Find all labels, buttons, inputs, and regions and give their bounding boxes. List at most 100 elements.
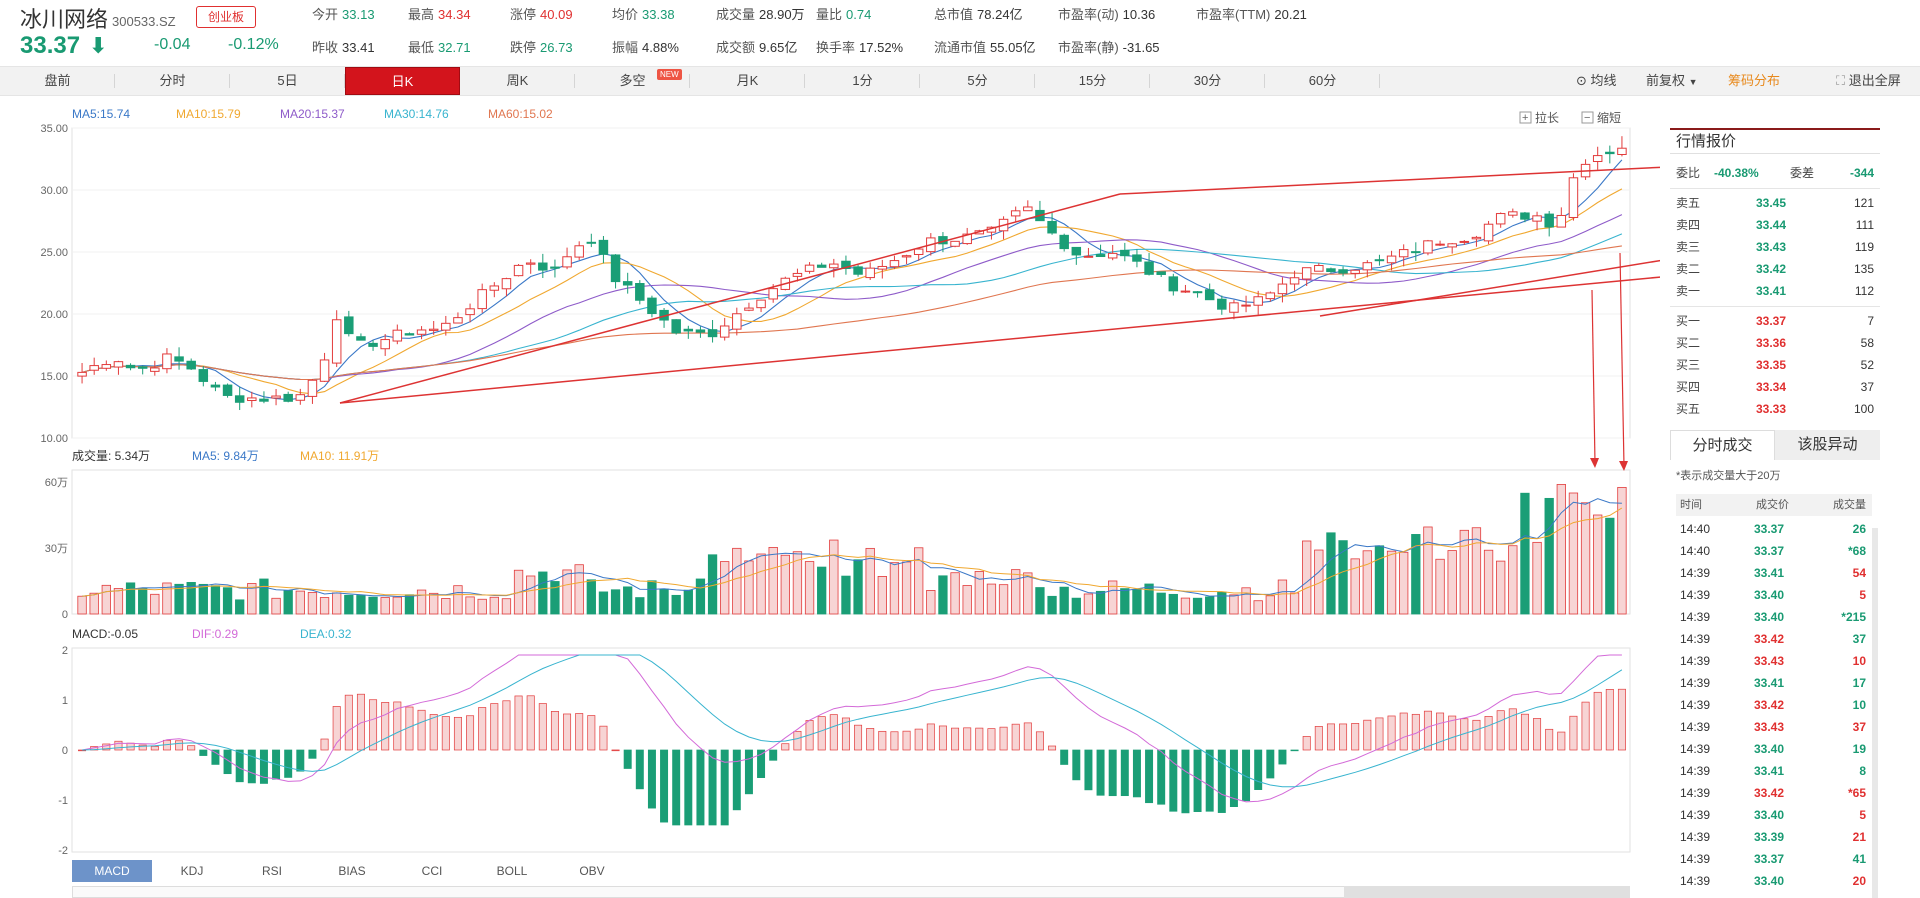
candles (77, 136, 1627, 411)
trades-scrollbar[interactable] (1872, 528, 1878, 898)
bid-row: 买二 33.36 58 (1676, 332, 1874, 354)
down-arrow-icon: ⬇ (89, 33, 108, 58)
trend-line-upper-extension (1119, 166, 1660, 195)
stat-label: 跌停 (510, 40, 537, 55)
candle (1204, 289, 1215, 301)
stat-label: 换手率 (816, 40, 856, 55)
macd-bar (1120, 749, 1129, 797)
tab-period[interactable]: 15分 (1035, 67, 1150, 95)
tab-period[interactable]: 周K (460, 67, 575, 95)
svg-text:−: − (1584, 112, 1590, 124)
candle (259, 398, 269, 402)
zoom-in-control[interactable]: + 拉长 (1519, 110, 1559, 125)
tab-period[interactable]: 1分 (805, 67, 920, 95)
candle (113, 361, 124, 368)
macd-bar (526, 695, 535, 751)
volume-bar (1108, 580, 1118, 615)
volume-bar (247, 583, 257, 615)
macd-bar (138, 744, 147, 751)
volume-bar (1447, 550, 1457, 615)
trade-price: 33.42 (1754, 786, 1785, 800)
tab-period[interactable]: 30分 (1150, 67, 1265, 95)
tab-period[interactable]: 月K (690, 67, 805, 95)
tab-indicator[interactable]: CCI (421, 864, 443, 878)
trade-volume: 41 (1852, 852, 1866, 866)
tab-trades[interactable]: 分时成交 (1670, 430, 1775, 460)
table-row: 14:39 33.40 *215 (1676, 606, 1872, 628)
table-row: 14:39 33.39 21 (1676, 826, 1872, 848)
candle (1459, 240, 1470, 243)
tab-indicator[interactable]: BOLL (496, 864, 528, 878)
tab-period[interactable]: 分时 (115, 67, 230, 95)
tab-period[interactable]: 日K (345, 67, 460, 95)
tab-period[interactable]: 60分 (1265, 67, 1380, 95)
volume-bar (1556, 484, 1566, 615)
zoom-out-control[interactable]: − 缩短 (1581, 110, 1621, 125)
macd-bar (490, 703, 499, 751)
tab-period[interactable]: 多空 NEW (575, 67, 690, 95)
price-pane-frame (71, 127, 1631, 439)
tab-indicator[interactable]: KDJ (180, 864, 204, 878)
stat-label: 量比 (816, 7, 843, 22)
bid-level: 买一 (1676, 314, 1701, 328)
macd-bar (975, 727, 984, 751)
candle (1277, 283, 1288, 295)
trade-price: 33.37 (1754, 544, 1785, 558)
macd-bar (344, 694, 353, 751)
volume-bar (1605, 517, 1615, 615)
adjust-select[interactable]: 前复权 ▼ (1646, 67, 1698, 95)
tab-indicator[interactable]: RSI (261, 864, 282, 878)
candle (1241, 304, 1251, 307)
chip-distribution-button[interactable]: 筹码分布 (1728, 73, 1781, 88)
macd-bar (841, 717, 850, 751)
trade-volume: 8 (1859, 764, 1866, 778)
range-scroller-thumb[interactable] (1344, 886, 1630, 898)
candle (234, 395, 245, 403)
macd-bar (1290, 749, 1299, 752)
candle (610, 254, 621, 283)
macd-bar (1048, 745, 1057, 751)
candle (404, 333, 415, 336)
macd-bar (1520, 713, 1529, 751)
legend-item: MACD:-0.05 (72, 627, 138, 641)
tab-indicator[interactable]: BIAS (338, 864, 366, 878)
volume-bar (756, 553, 766, 615)
y-tick-label: 25.00 (40, 247, 68, 259)
minus-icon (1581, 111, 1594, 124)
trade-volume: 54 (1852, 566, 1866, 580)
volume-bar (1580, 502, 1591, 615)
volume-bar (1496, 560, 1506, 615)
candle (1156, 271, 1166, 275)
trade-volume: 20 (1852, 874, 1866, 888)
ask-price: 33.42 (1756, 262, 1787, 276)
candle (1120, 249, 1130, 257)
exit-fullscreen-button[interactable]: ⛶ 退出全屏 (1836, 67, 1901, 95)
candle (356, 336, 366, 341)
stat-item: 市盈率(静) -31.65 (1058, 37, 1160, 56)
trade-time: 14:39 (1680, 874, 1711, 888)
quote-panel: 行情报价 委比 -40.38% 委差 -344 卖五 33.45 121 卖四 33.4… (1670, 128, 1880, 898)
tab-indicator[interactable]: MACD (72, 860, 152, 882)
macd-bar (417, 709, 426, 751)
stat-item: 换手率 17.52% (816, 37, 903, 56)
tab-indicator[interactable]: OBV (579, 864, 605, 878)
trade-volume: 19 (1852, 742, 1866, 756)
volume-bar (465, 596, 475, 615)
tab-period[interactable]: 盘前 (0, 67, 115, 95)
ma-toggle[interactable]: ⊙ 均线 (1576, 67, 1617, 95)
board-badge[interactable]: 创业板 (196, 6, 256, 28)
table-row: 14:39 33.41 54 (1676, 562, 1872, 584)
macd-bar (999, 726, 1008, 751)
macd-bar (1593, 691, 1602, 751)
kline-chart[interactable]: MA5:15.74 MA10:15.79 MA20:15.37 MA30:14.76 M… (0, 98, 1660, 860)
candle (1605, 151, 1615, 155)
target-icon: ⊙ (1576, 73, 1587, 88)
stat-label: 成交额 (716, 40, 756, 55)
tab-period[interactable]: 5分 (920, 67, 1035, 95)
volume-bar (477, 598, 487, 615)
volume-bar (210, 585, 221, 615)
macd-bar (1266, 749, 1275, 779)
tab-period[interactable]: 5日 (230, 67, 345, 95)
volume-ma-line (82, 507, 1623, 597)
tab-alerts[interactable]: 该股异动 (1775, 430, 1880, 460)
